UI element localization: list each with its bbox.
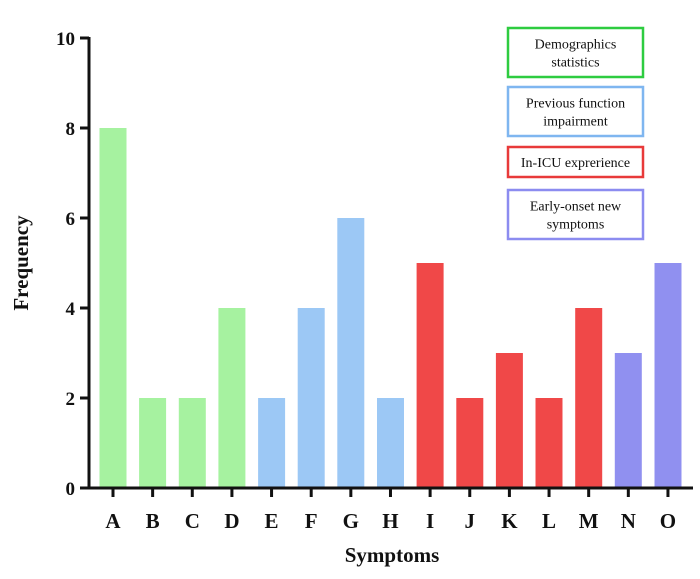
- legend-box: [506, 145, 645, 179]
- bar-f: [297, 308, 325, 488]
- x-tick-label: O: [660, 509, 676, 533]
- x-tick-label: M: [579, 509, 599, 533]
- bar-a: [99, 128, 127, 488]
- bar-h: [377, 398, 404, 488]
- legend-label: Previous function: [526, 97, 625, 112]
- bar-j: [456, 398, 484, 488]
- x-tick-label: G: [343, 509, 359, 533]
- x-axis-title: Symptoms: [345, 543, 440, 567]
- bar-l: [535, 398, 563, 488]
- legend-label: Demographics: [535, 38, 617, 53]
- legend-label: symptoms: [547, 218, 605, 233]
- legend-box: [506, 85, 645, 138]
- y-tick-label: 0: [66, 479, 76, 500]
- legend-box: [506, 26, 645, 79]
- legend: Demographics statistics Previous function i…: [506, 26, 645, 241]
- bar-i: [416, 263, 444, 488]
- x-tick-label: H: [382, 509, 398, 533]
- legend-item: Previous function impairment: [506, 85, 645, 138]
- legend-box: [506, 188, 645, 241]
- legend-item: Demographics statistics: [506, 26, 645, 79]
- y-tick-label: 2: [66, 389, 76, 410]
- y-tick-label: 10: [56, 29, 75, 50]
- legend-item: Early-onset new symptoms: [506, 188, 645, 241]
- y-axis-title: Frequency: [9, 215, 33, 311]
- x-tick-label: I: [426, 509, 434, 533]
- x-tick-label: F: [305, 509, 318, 533]
- y-tick-label: 8: [66, 119, 76, 140]
- x-tick-label: A: [105, 509, 121, 533]
- x-tick-label: J: [465, 509, 476, 533]
- legend-label: In-ICU exprerience: [521, 156, 630, 171]
- legend-label: statistics: [551, 56, 599, 71]
- y-tick-label: 4: [66, 299, 76, 320]
- x-tick-label: C: [185, 509, 200, 533]
- bar-b: [139, 398, 167, 488]
- bar-n: [614, 353, 642, 488]
- x-tick-label: N: [621, 509, 636, 533]
- x-tick-label: L: [542, 509, 556, 533]
- legend-label: Early-onset new: [530, 200, 622, 215]
- bar-k: [495, 353, 523, 488]
- legend-label: impairment: [543, 115, 608, 130]
- axes: 0 2 4 6 8 10 A B C D E F G H I J K L M N O: [56, 29, 693, 533]
- bar-g: [337, 218, 365, 488]
- bar-e: [258, 398, 286, 488]
- x-tick-label: B: [146, 509, 160, 533]
- y-tick-label: 6: [66, 209, 76, 230]
- x-tick-label: E: [265, 509, 279, 533]
- bar-c: [178, 398, 206, 488]
- x-tick-label: K: [501, 509, 518, 533]
- bar-o: [654, 263, 682, 488]
- legend-item: In-ICU exprerience: [506, 145, 645, 179]
- bar-m: [575, 308, 603, 488]
- bars: [99, 128, 682, 488]
- bar-d: [218, 308, 246, 488]
- x-tick-label: D: [224, 509, 239, 533]
